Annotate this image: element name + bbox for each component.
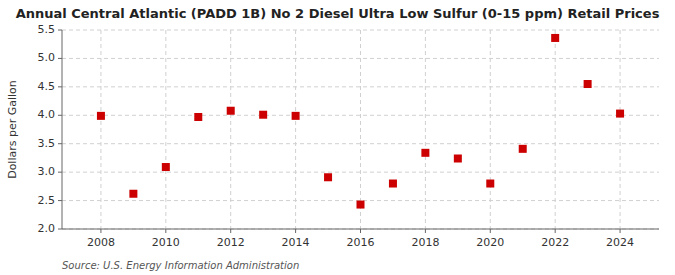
point [584, 80, 592, 88]
x-tick-label: 2016 [347, 236, 375, 249]
x-tick-label: 2012 [217, 236, 245, 249]
point [259, 111, 267, 119]
x-tick-label: 2020 [476, 236, 504, 249]
point [519, 145, 527, 153]
x-tick [360, 229, 361, 233]
y-tick [58, 58, 62, 59]
point [97, 112, 105, 120]
y-tick-label: 2.5 [38, 194, 56, 207]
x-tick [425, 229, 426, 233]
y-tick [58, 86, 62, 87]
y-tick [58, 143, 62, 144]
x-tick-label: 2010 [152, 236, 180, 249]
point [162, 163, 170, 171]
x-tick-label: 2018 [411, 236, 439, 249]
y-tick [58, 200, 62, 201]
x-tick [490, 229, 491, 233]
grid-line-x [295, 30, 296, 229]
x-tick [295, 229, 296, 233]
point [194, 113, 202, 121]
grid-line-x [360, 30, 361, 229]
point [292, 112, 300, 120]
point [324, 173, 332, 181]
y-tick-label: 4.5 [38, 80, 56, 93]
y-tick [58, 115, 62, 116]
points [97, 34, 624, 209]
x-tick [165, 229, 166, 233]
grid-line-x [490, 30, 491, 229]
grid-line-x [620, 30, 621, 229]
x-tick-label: 2008 [87, 236, 115, 249]
x-tick [230, 229, 231, 233]
chart-container: 2.0 2.5 3.0 3.5 4.0 4.5 5.0 5.5 2008 2010 2012 2014… [0, 0, 675, 275]
point [454, 154, 462, 162]
point [129, 190, 137, 198]
grid [62, 30, 659, 229]
y-tick-label: 4.0 [38, 108, 56, 121]
x-tick-label: 2024 [606, 236, 634, 249]
point [551, 34, 559, 42]
point [389, 180, 397, 188]
y-tick-label: 3.5 [38, 137, 56, 150]
x-tick-label: 2022 [541, 236, 569, 249]
point [616, 110, 624, 118]
y-tick-label: 2.0 [38, 222, 56, 235]
y-tick-label: 5.0 [38, 51, 56, 64]
y-tick [58, 229, 62, 230]
point [486, 180, 494, 188]
y-axis-label: Dollars per Gallon [6, 80, 19, 179]
point [421, 149, 429, 157]
grid-line-x [230, 30, 231, 229]
x-tick [555, 229, 556, 233]
y-tick [58, 172, 62, 173]
point [227, 107, 235, 115]
grid-line-x [555, 30, 556, 229]
y-tick [58, 30, 62, 31]
axes: 2.0 2.5 3.0 3.5 4.0 4.5 5.0 5.5 2008 2010 2012 2014… [38, 23, 660, 249]
x-tick [100, 229, 101, 233]
annotation: Source: U.S. Energy Information Administ… [62, 260, 299, 271]
y-tick-label: 5.5 [38, 23, 56, 36]
grid-line-x [425, 30, 426, 229]
point [357, 201, 365, 209]
title: Annual Central Atlantic (PADD 1B) No 2 D… [16, 6, 660, 21]
y-axis-line [62, 30, 63, 229]
x-tick [620, 229, 621, 233]
y-tick-label: 3.0 [38, 165, 56, 178]
grid-line-x [100, 30, 101, 229]
chart-svg: 2.0 2.5 3.0 3.5 4.0 4.5 5.0 5.5 2008 2010 2012 2014… [0, 0, 675, 275]
grid-line-x [165, 30, 166, 229]
x-tick-label: 2014 [282, 236, 310, 249]
